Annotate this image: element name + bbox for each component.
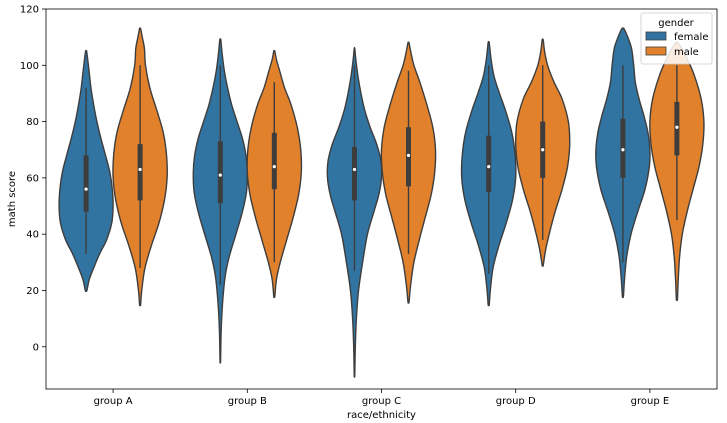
median-dot-female-group-C <box>352 167 357 172</box>
legend: gender female male <box>640 12 713 65</box>
y-tick-label-20: 20 <box>26 286 39 297</box>
median-dot-male-group-D <box>541 148 545 152</box>
y-tick-label-80: 80 <box>26 117 39 128</box>
x-tick-label-1: group B <box>228 396 267 407</box>
legend-label-female: female <box>674 32 708 43</box>
y-tick-label-40: 40 <box>26 230 39 241</box>
x-axis: group A group B group C group D group E <box>94 389 670 407</box>
legend-swatch-male <box>645 46 667 56</box>
legend-label-male: male <box>674 47 699 58</box>
y-tick-label-120: 120 <box>20 5 39 16</box>
median-dot-male-group-E <box>675 125 679 129</box>
legend-title: gender <box>658 18 694 29</box>
iqr-box-male-group-B <box>271 132 277 190</box>
y-tick-label-0: 0 <box>33 342 39 353</box>
iqr-box-female-group-D <box>486 135 492 192</box>
median-dot-male-group-A <box>138 167 142 172</box>
median-dot-female-group-A <box>84 187 88 191</box>
iqr-box-male-group-A <box>137 144 143 201</box>
median-dot-female-group-D <box>487 165 491 169</box>
x-tick-label-3: group D <box>496 396 536 407</box>
y-axis: 0 20 40 60 80 100 120 <box>20 5 46 353</box>
y-tick-label-100: 100 <box>20 61 39 72</box>
median-dot-male-group-C <box>406 153 411 157</box>
legend-swatch-female <box>645 31 667 41</box>
violins-layer <box>58 27 705 378</box>
y-tick-label-60: 60 <box>26 173 39 184</box>
x-tick-label-2: group C <box>362 396 401 407</box>
y-axis-label: math score <box>7 171 18 227</box>
plot-frame <box>45 8 718 390</box>
iqr-box-female-group-C <box>352 146 357 201</box>
iqr-box-female-group-B <box>217 141 223 204</box>
median-dot-female-group-E <box>621 148 625 152</box>
x-axis-label: race/ethnicity <box>347 410 416 421</box>
x-tick-label-0: group A <box>94 396 133 407</box>
median-dot-female-group-B <box>218 173 222 177</box>
median-dot-male-group-B <box>272 165 276 169</box>
x-tick-label-4: group E <box>631 396 670 407</box>
iqr-box-female-group-A <box>83 155 89 212</box>
